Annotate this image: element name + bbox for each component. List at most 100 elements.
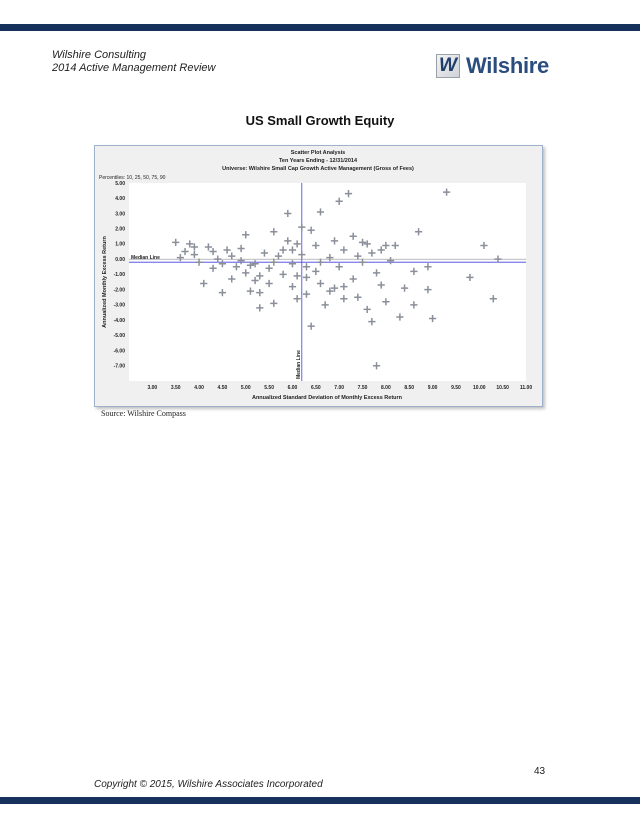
x-tick-label: 10.00 <box>473 385 486 391</box>
scatter-chart-frame: Scatter Plot Analysis Ten Years Ending -… <box>94 145 543 407</box>
data-point <box>176 254 184 262</box>
data-point <box>302 263 311 271</box>
data-point <box>228 252 236 260</box>
data-point <box>382 298 390 306</box>
data-point <box>298 250 306 259</box>
data-point <box>307 322 315 330</box>
data-point <box>270 258 278 266</box>
data-point <box>424 263 432 271</box>
data-point <box>368 318 376 326</box>
plot-area <box>129 183 526 381</box>
median-line-label: Median Line <box>131 255 160 261</box>
data-point <box>344 190 353 198</box>
data-point <box>251 276 259 285</box>
data-point <box>288 246 297 254</box>
data-point <box>200 279 208 288</box>
data-point <box>312 241 320 250</box>
report-name: 2014 Active Management Review <box>52 62 216 74</box>
data-point <box>372 269 381 277</box>
data-point <box>181 247 189 256</box>
wilshire-logo: W Wilshire <box>436 52 549 82</box>
data-point <box>335 197 343 205</box>
data-point <box>209 264 217 272</box>
data-point <box>382 241 390 250</box>
data-point <box>265 279 273 288</box>
data-point <box>232 263 241 271</box>
x-tick-label: 8.50 <box>404 385 414 391</box>
data-point <box>372 362 381 370</box>
data-point <box>302 273 311 282</box>
data-point <box>489 295 497 303</box>
data-point <box>410 267 418 275</box>
y-tick-label: -4.00 <box>114 318 126 324</box>
header-bar <box>0 24 640 31</box>
x-tick-label: 8.00 <box>381 385 391 391</box>
data-point <box>218 260 227 268</box>
data-point <box>209 247 217 256</box>
data-point <box>316 208 325 216</box>
data-point <box>386 257 395 265</box>
x-tick-label: 10.50 <box>496 385 509 391</box>
logo-text: Wilshire <box>466 53 549 78</box>
data-point <box>349 275 357 283</box>
data-point <box>377 281 385 289</box>
data-point <box>172 238 180 246</box>
data-point <box>270 299 278 307</box>
y-tick-label: -1.00 <box>114 272 126 278</box>
data-point <box>466 273 474 282</box>
data-point <box>190 243 198 251</box>
data-point <box>298 223 306 231</box>
footer-bar <box>0 797 640 804</box>
data-point <box>204 243 212 251</box>
x-tick-label: 4.50 <box>218 385 228 391</box>
data-point <box>274 252 283 260</box>
data-point <box>349 232 357 240</box>
x-tick-label: 3.50 <box>171 385 181 391</box>
data-point <box>414 228 423 236</box>
chart-title: Scatter Plot Analysis <box>291 150 346 156</box>
data-point <box>288 282 297 291</box>
data-point <box>358 238 367 246</box>
data-point <box>265 264 273 272</box>
header-text: Wilshire Consulting 2014 Active Manageme… <box>52 49 215 75</box>
chart-subtitle: Ten Years Ending - 12/31/2014 <box>279 158 358 164</box>
y-tick-label: 2.00 <box>115 226 125 232</box>
data-point <box>251 260 259 268</box>
y-tick-label: -2.00 <box>114 287 126 293</box>
data-point <box>237 257 245 265</box>
data-point <box>326 254 334 262</box>
data-point <box>363 240 371 248</box>
x-tick-label: 9.50 <box>451 385 461 391</box>
data-point <box>400 284 409 292</box>
page-title: US Small Growth Equity <box>245 113 395 128</box>
data-point <box>242 231 250 239</box>
logo-mark-icon: W <box>436 54 460 78</box>
data-point <box>443 188 451 196</box>
data-point <box>293 272 301 280</box>
x-tick-label: 4.00 <box>194 385 204 391</box>
data-point <box>284 237 292 245</box>
data-point <box>316 279 325 288</box>
data-point <box>340 246 348 254</box>
data-point <box>246 287 255 295</box>
data-point <box>270 228 278 236</box>
data-point <box>391 241 399 250</box>
data-point <box>330 284 339 292</box>
data-point <box>256 304 264 312</box>
y-tick-label: 1.00 <box>115 242 125 248</box>
data-point <box>228 275 236 283</box>
y-tick-label: -7.00 <box>114 364 126 370</box>
data-point <box>428 314 437 323</box>
page-number: 43 <box>534 766 546 777</box>
data-point <box>284 209 292 218</box>
x-tick-label: 6.00 <box>288 385 298 391</box>
data-point <box>410 301 418 309</box>
x-tick-label: 9.00 <box>428 385 438 391</box>
x-tick-label: 7.50 <box>358 385 368 391</box>
data-point <box>246 261 255 269</box>
copyright-notice: Copyright © 2015, Wilshire Associates In… <box>94 779 323 790</box>
y-tick-label: 4.00 <box>115 196 125 202</box>
y-tick-label: -5.00 <box>114 333 126 339</box>
data-point <box>354 252 362 260</box>
data-point <box>307 226 315 234</box>
